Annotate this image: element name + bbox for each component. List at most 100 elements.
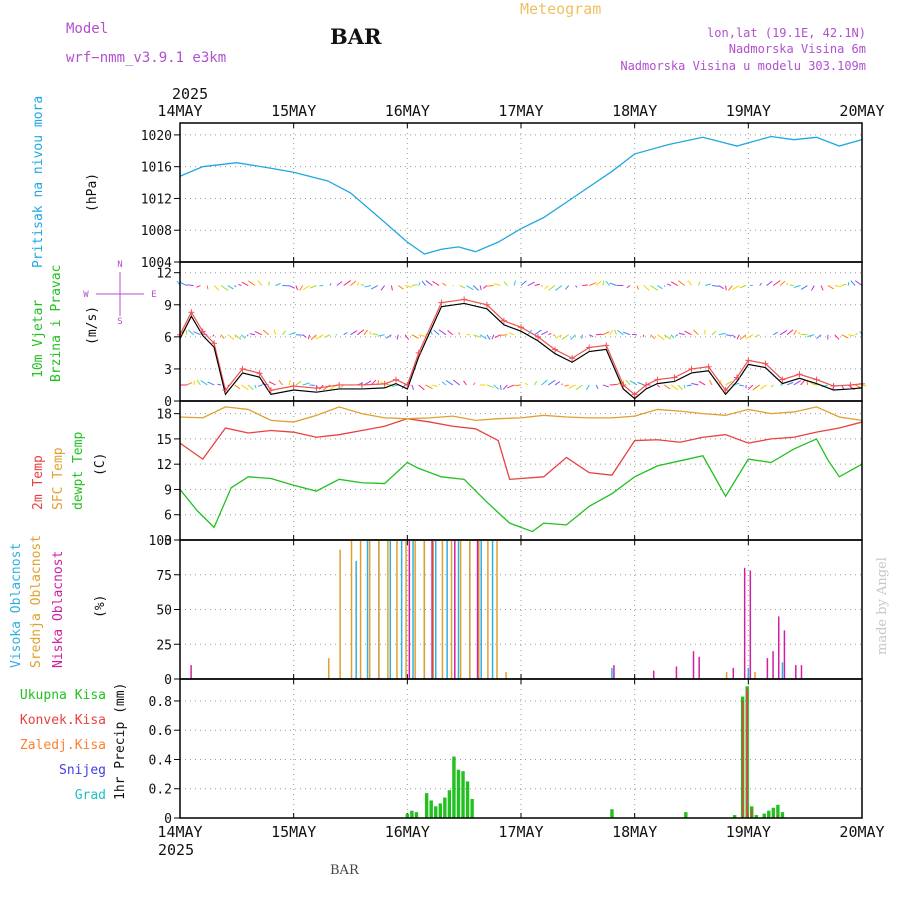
footer-station: BAR (330, 863, 360, 878)
year-bottom: 2025 (158, 841, 194, 859)
wind-barb (487, 286, 494, 287)
y-tick-label: 50 (156, 604, 172, 619)
model-elevation-label: Nadmorska Visina u modelu 303.109m (620, 59, 866, 73)
low-cloud-title: Niska Oblacnost (51, 551, 66, 668)
y-tick-label: 9 (164, 299, 172, 314)
total-precip-bar (466, 781, 469, 818)
wind-barb (726, 286, 727, 291)
total-precip-bar (410, 811, 413, 818)
wind-barb (500, 335, 507, 336)
wind-barb (582, 335, 583, 339)
wind-title-line1: 10m Vjetar (31, 300, 46, 378)
y-tick-label: 1016 (141, 161, 172, 176)
y-tick-label: 3 (164, 363, 172, 378)
y-tick-label: 0 (164, 812, 172, 827)
watermark: made by Angel (875, 557, 890, 655)
y-tick-label: 0 (164, 673, 172, 688)
date-label-top: 19MAY (726, 102, 771, 120)
y-tick-label: 12 (156, 458, 172, 473)
wind-barb (515, 385, 521, 386)
date-label-bottom: 19MAY (726, 823, 771, 841)
wind-barb (217, 384, 220, 385)
y-tick-label: 9 (164, 483, 172, 498)
total-precip-bar (439, 803, 442, 818)
y-tick-label: 0.8 (149, 695, 172, 710)
total-precip-bar (767, 811, 770, 818)
date-label-top: 16MAY (385, 102, 430, 120)
compass-south: S (117, 317, 122, 327)
total-precip-bar (430, 800, 433, 818)
compass-north: N (117, 260, 122, 270)
compass-east: E (151, 290, 156, 300)
sfc-title: SFC Temp (51, 447, 66, 510)
total-precip-bar (434, 806, 437, 818)
elevation-label: Nadmorska Visina 6m (729, 42, 866, 56)
total-precip-bar (772, 808, 775, 818)
total-precip-bar (781, 812, 784, 818)
y-tick-label: 100 (149, 534, 172, 549)
total-precip-bar (610, 809, 613, 818)
y-tick-label: 0.2 (149, 783, 172, 798)
wind-barb (207, 286, 208, 290)
total-precip-bar (415, 812, 418, 818)
year-top: 2025 (172, 85, 208, 103)
legend-hail: Grad (75, 788, 106, 803)
y-tick-label: 6 (164, 509, 172, 524)
y-tick-label: 1012 (141, 192, 172, 207)
total-precip-bar (461, 771, 464, 818)
dewpt-title: dewpt Temp (71, 432, 86, 510)
legend-snow: Snijeg (59, 763, 106, 778)
model-label: Model (66, 21, 108, 37)
total-precip-bar (457, 770, 460, 818)
date-label-top: 20MAY (839, 102, 884, 120)
date-label-top: 17MAY (498, 102, 543, 120)
y-tick-label: 75 (156, 569, 172, 584)
pressure-panel-title: Pritisak na nivou mora (31, 96, 46, 268)
total-precip-bar (425, 793, 428, 818)
date-label-bottom: 15MAY (271, 823, 316, 841)
y-tick-label: 1020 (141, 129, 172, 144)
date-label-bottom: 20MAY (839, 823, 884, 841)
station-title: BAR (330, 24, 382, 49)
y-tick-label: 15 (156, 433, 172, 448)
date-label-top: 18MAY (612, 102, 657, 120)
y-tick-label: 6 (164, 331, 172, 346)
convective-precip-bar (746, 689, 748, 818)
t2m-title: 2m Temp (31, 455, 46, 510)
wind-barb (790, 285, 794, 286)
wind-title-line2: Brzina i Pravac (49, 265, 64, 382)
total-precip-bar (448, 790, 451, 818)
convective-precip-bar (751, 809, 753, 818)
date-label-bottom: 17MAY (498, 823, 543, 841)
total-precip-bar (452, 757, 455, 818)
wind-barb (801, 334, 807, 335)
y-tick-label: 0.6 (149, 724, 172, 739)
temp-unit: (C) (93, 453, 108, 476)
y-tick-label: 1008 (141, 224, 172, 239)
compass-west: W (83, 290, 89, 300)
y-tick-label: 25 (156, 638, 172, 653)
date-label-top: 14MAY (157, 102, 202, 120)
convective-precip-bar (742, 701, 744, 818)
y-tick-label: 12 (156, 267, 172, 282)
y-tick-label: 0.4 (149, 753, 173, 768)
lonlat-label: lon,lat (19.1E, 42.1N) (707, 26, 866, 40)
meteogram-title: Meteogram (520, 0, 601, 18)
pressure-unit: (hPa) (85, 173, 100, 212)
total-precip-bar (443, 798, 446, 818)
high-cloud-title: Visoka Oblacnost (9, 543, 24, 668)
wind-barb (643, 335, 644, 337)
total-precip-bar (684, 812, 687, 818)
legend-freezing-rain: Zaledj.Kisa (20, 738, 106, 753)
model-name: wrf−nmm_v3.9.1 e3km (66, 50, 226, 66)
date-label-bottom: 16MAY (385, 823, 430, 841)
wind-barb (664, 286, 665, 287)
wind-unit: (m/s) (85, 306, 100, 345)
total-precip-bar (470, 799, 473, 818)
legend-convective-rain: Konvek.Kisa (20, 713, 106, 728)
mid-cloud-title: Srednja Oblacnost (29, 535, 44, 668)
date-label-bottom: 18MAY (612, 823, 657, 841)
wind-barb (187, 285, 194, 286)
date-label-top: 15MAY (271, 102, 316, 120)
